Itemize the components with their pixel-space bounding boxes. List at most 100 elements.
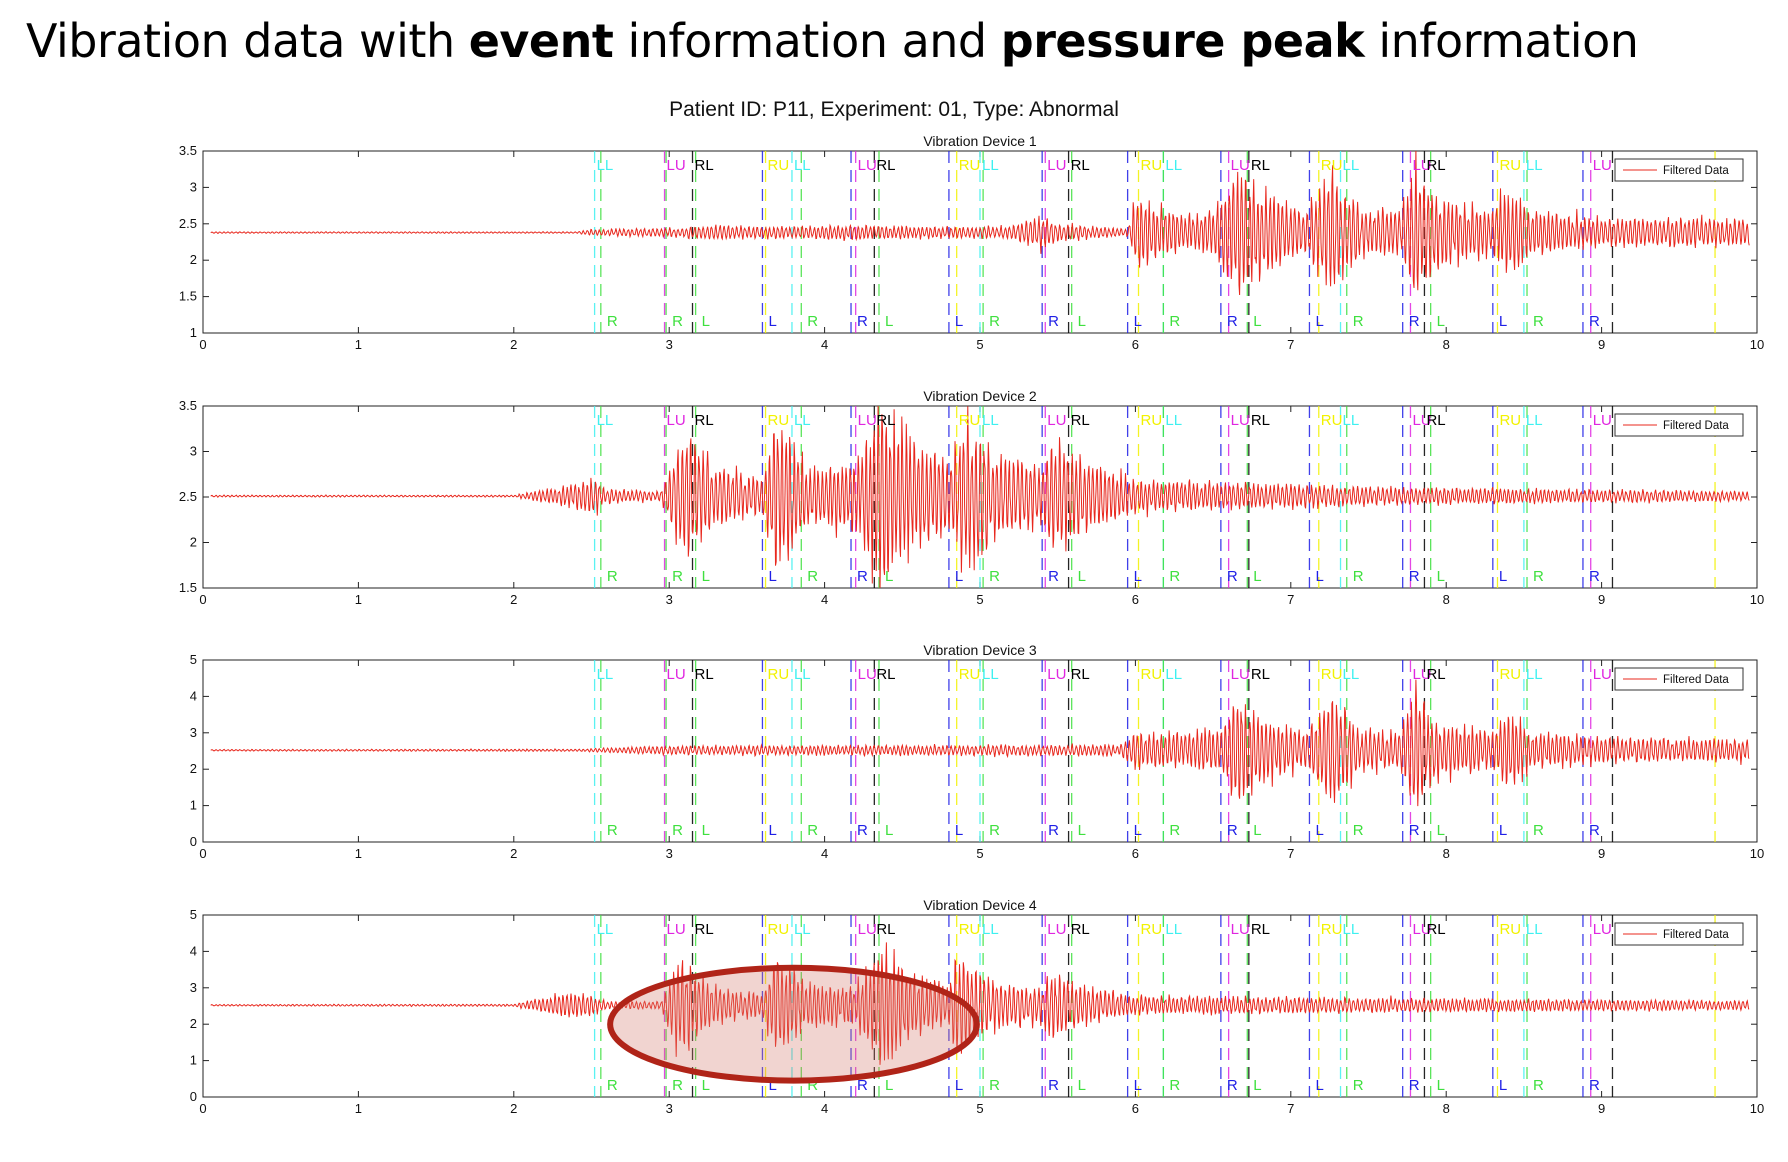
event-label-top: LU: [1593, 921, 1612, 938]
event-markers: [593, 151, 1716, 333]
filtered-data-line: [210, 406, 1750, 588]
event-label-top: LL: [1526, 157, 1543, 174]
event-label-top: LU: [1412, 666, 1431, 683]
y-tick-label: 3: [190, 179, 197, 194]
event-label-top: RL: [695, 412, 714, 429]
event-label-top: RU: [1499, 921, 1521, 938]
event-label-bottom: L: [1253, 568, 1261, 585]
x-tick-label: 8: [1443, 592, 1450, 607]
event-label-top: LL: [1165, 412, 1182, 429]
event-label-bottom: L: [1134, 822, 1142, 839]
event-label-top: LU: [1412, 157, 1431, 174]
y-tick-label: 1: [190, 798, 197, 813]
event-label-top: LL: [1165, 157, 1182, 174]
y-tick-label: 4: [190, 688, 197, 703]
x-tick-label: 7: [1287, 846, 1294, 861]
event-label-top: RU: [1141, 157, 1163, 174]
event-label-bottom: R: [807, 822, 818, 839]
y-tick-label: 3: [190, 444, 197, 459]
y-tick-label: 3.5: [179, 398, 197, 413]
event-label-top: RU: [768, 921, 790, 938]
event-label-top: LU: [1412, 412, 1431, 429]
event-label-bottom: R: [989, 568, 1000, 585]
event-label-top: LL: [1526, 666, 1543, 683]
event-label-bottom: R: [1409, 1077, 1420, 1094]
event-label-top: RL: [1251, 157, 1270, 174]
event-label-top: LU: [858, 157, 877, 174]
y-tick-label: 2: [190, 535, 197, 550]
event-label-bottom: L: [1253, 313, 1261, 330]
x-tick-label: 5: [976, 1101, 983, 1116]
event-label-top: LU: [667, 157, 686, 174]
event-label-top: LL: [597, 412, 614, 429]
event-label-top: RL: [1426, 921, 1445, 938]
event-label-top: LU: [858, 412, 877, 429]
event-label-bottom: R: [1227, 568, 1238, 585]
x-tick-label: 10: [1750, 846, 1764, 861]
event-label-top: LL: [982, 921, 999, 938]
event-label-bottom: L: [702, 313, 710, 330]
event-label-bottom: R: [807, 1077, 818, 1094]
x-tick-label: 6: [1132, 337, 1139, 352]
event-label-bottom: R: [989, 1077, 1000, 1094]
event-label-top: RL: [1071, 157, 1090, 174]
event-label-top: RL: [876, 921, 895, 938]
x-tick-label: 4: [821, 592, 828, 607]
legend-label: Filtered Data: [1663, 674, 1729, 686]
legend-box: [1614, 158, 1744, 182]
event-label-top: LU: [1231, 412, 1250, 429]
panel-title: Vibration Device 4: [923, 897, 1037, 913]
y-tick-label: 2.5: [179, 216, 197, 231]
event-label-top: LU: [1231, 921, 1250, 938]
event-label-top: LU: [1047, 412, 1066, 429]
legend-label: Filtered Data: [1663, 420, 1729, 432]
event-label-bottom: L: [1253, 1077, 1261, 1094]
event-label-bottom: R: [672, 568, 683, 585]
x-tick-label: 7: [1287, 337, 1294, 352]
event-label-bottom: L: [702, 568, 710, 585]
y-tick-label: 1: [190, 1053, 197, 1068]
event-label-top: LL: [794, 412, 811, 429]
event-label-bottom: R: [1589, 822, 1600, 839]
event-label-top: LL: [1343, 157, 1360, 174]
event-label-top: LL: [1165, 921, 1182, 938]
event-label-bottom: R: [989, 313, 1000, 330]
legend-label: Filtered Data: [1663, 929, 1729, 941]
event-label-bottom: R: [1353, 822, 1364, 839]
y-tick-label: 4: [190, 943, 197, 958]
event-label-bottom: R: [1533, 568, 1544, 585]
event-label-top: LU: [667, 412, 686, 429]
event-label-top: RL: [876, 412, 895, 429]
filtered-data-line: [210, 679, 1750, 807]
y-tick-label: 3: [190, 725, 197, 740]
event-label-top: LU: [667, 921, 686, 938]
event-label-bottom: R: [857, 1077, 868, 1094]
event-label-bottom: R: [1169, 1077, 1180, 1094]
event-label-top: RU: [1321, 157, 1343, 174]
x-tick-label: 0: [199, 592, 206, 607]
x-tick-label: 8: [1443, 846, 1450, 861]
event-label-top: RL: [1071, 921, 1090, 938]
event-label-bottom: R: [1409, 822, 1420, 839]
x-tick-label: 3: [666, 592, 673, 607]
event-label-bottom: R: [607, 568, 618, 585]
y-tick-label: 2.5: [179, 489, 197, 504]
x-tick-label: 4: [821, 337, 828, 352]
event-label-bottom: R: [672, 1077, 683, 1094]
event-label-top: LU: [858, 921, 877, 938]
x-tick-label: 3: [666, 846, 673, 861]
event-label-top: RU: [1499, 412, 1521, 429]
event-label-top: LU: [667, 666, 686, 683]
event-label-bottom: L: [1315, 822, 1323, 839]
event-label-bottom: L: [885, 1077, 893, 1094]
event-label-bottom: R: [807, 568, 818, 585]
x-tick-label: 8: [1443, 1101, 1450, 1116]
event-label-top: LU: [1231, 666, 1250, 683]
event-label-top: RL: [695, 157, 714, 174]
event-label-bottom: R: [857, 313, 868, 330]
event-label-top: LL: [1165, 666, 1182, 683]
event-label-top: RU: [1141, 412, 1163, 429]
event-label-top: LL: [982, 412, 999, 429]
event-label-top: RL: [1426, 412, 1445, 429]
